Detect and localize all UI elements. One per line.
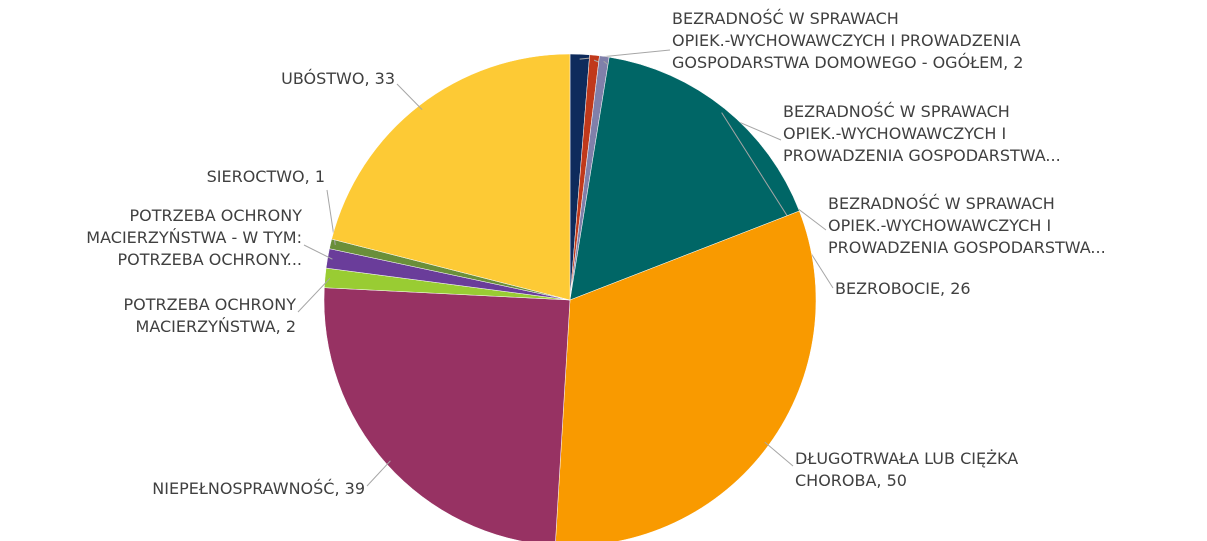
leader-line xyxy=(366,460,391,487)
data-label: UBÓSTWO, 33 xyxy=(281,69,395,88)
data-label: BEZRADNOŚĆ W SPRAWACH OPIEK.-WYCHOWAWCZYC… xyxy=(783,102,1061,165)
data-label-line: BEZRADNOŚĆ W SPRAWACH xyxy=(672,9,899,28)
pie-slice xyxy=(331,53,571,301)
pie-slice xyxy=(569,56,800,301)
pie-slice xyxy=(323,287,571,541)
data-label-line: OPIEK.-WYCHOWAWCZYCH I PROWADZENIA xyxy=(672,31,1021,50)
leader-line xyxy=(721,112,834,289)
data-label-line: OPIEK.-WYCHOWAWCZYCH I xyxy=(828,216,1051,235)
data-label: BEZRADNOŚĆ W SPRAWACH OPIEK.-WYCHOWAWCZYC… xyxy=(672,9,1023,72)
data-label: BEZROBOCIE, 26 xyxy=(835,279,971,298)
leader-line xyxy=(303,244,333,260)
data-label: NIEPEŁNOSPRAWNOŚĆ, 39 xyxy=(152,479,365,498)
leader-line xyxy=(396,83,423,110)
data-label-line: GOSPODARSTWA DOMOWEGO - OGÓŁEM, 2 xyxy=(672,53,1023,72)
data-label-line: CHOROBA, 50 xyxy=(795,471,907,490)
data-label: BEZRADNOŚĆ W SPRAWACH OPIEK.-WYCHOWAWCZYC… xyxy=(828,194,1106,257)
leader-line xyxy=(764,441,794,467)
data-label-line: MACIERZYŃSTWA - W TYM: xyxy=(86,228,302,247)
data-label-line: UBÓSTWO, 33 xyxy=(281,69,395,88)
data-label-line: BEZRADNOŚĆ W SPRAWACH xyxy=(828,194,1055,213)
data-label: SIEROCTWO, 1 xyxy=(207,167,325,186)
data-label-line: POTRZEBA OCHRONY xyxy=(124,295,297,314)
data-label-line: DŁUGOTRWAŁA LUB CIĘŻKA xyxy=(795,449,1018,468)
data-label-line: PROWADZENIA GOSPODARSTWA... xyxy=(783,146,1061,165)
data-label: POTRZEBA OCHRONY MACIERZYŃSTWA - W TYM: PO… xyxy=(86,206,302,269)
data-label-line: NIEPEŁNOSPRAWNOŚĆ, 39 xyxy=(152,479,365,498)
data-label: POTRZEBA OCHRONY MACIERZYŃSTWA, 2 xyxy=(124,295,297,336)
data-label-line: PROWADZENIA GOSPODARSTWA... xyxy=(828,238,1106,257)
data-label-line: MACIERZYŃSTWA, 2 xyxy=(136,317,296,336)
data-label-line: BEZROBOCIE, 26 xyxy=(835,279,971,298)
data-label-line: POTRZEBA OCHRONY... xyxy=(118,250,302,269)
data-label-line: BEZRADNOŚĆ W SPRAWACH xyxy=(783,102,1010,121)
data-label: DŁUGOTRWAŁA LUB CIĘŻKA CHOROBA, 50 xyxy=(795,449,1018,490)
leader-line xyxy=(297,277,331,313)
data-label-line: OPIEK.-WYCHOWAWCZYCH I xyxy=(783,124,1006,143)
data-label-line: POTRZEBA OCHRONY xyxy=(130,206,303,225)
data-label-line: SIEROCTWO, 1 xyxy=(207,167,325,186)
